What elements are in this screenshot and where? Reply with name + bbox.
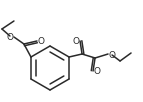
Text: O: O bbox=[6, 33, 13, 43]
Text: O: O bbox=[37, 37, 44, 45]
Text: O: O bbox=[94, 68, 101, 76]
Text: O: O bbox=[109, 50, 116, 59]
Text: O: O bbox=[73, 38, 80, 47]
